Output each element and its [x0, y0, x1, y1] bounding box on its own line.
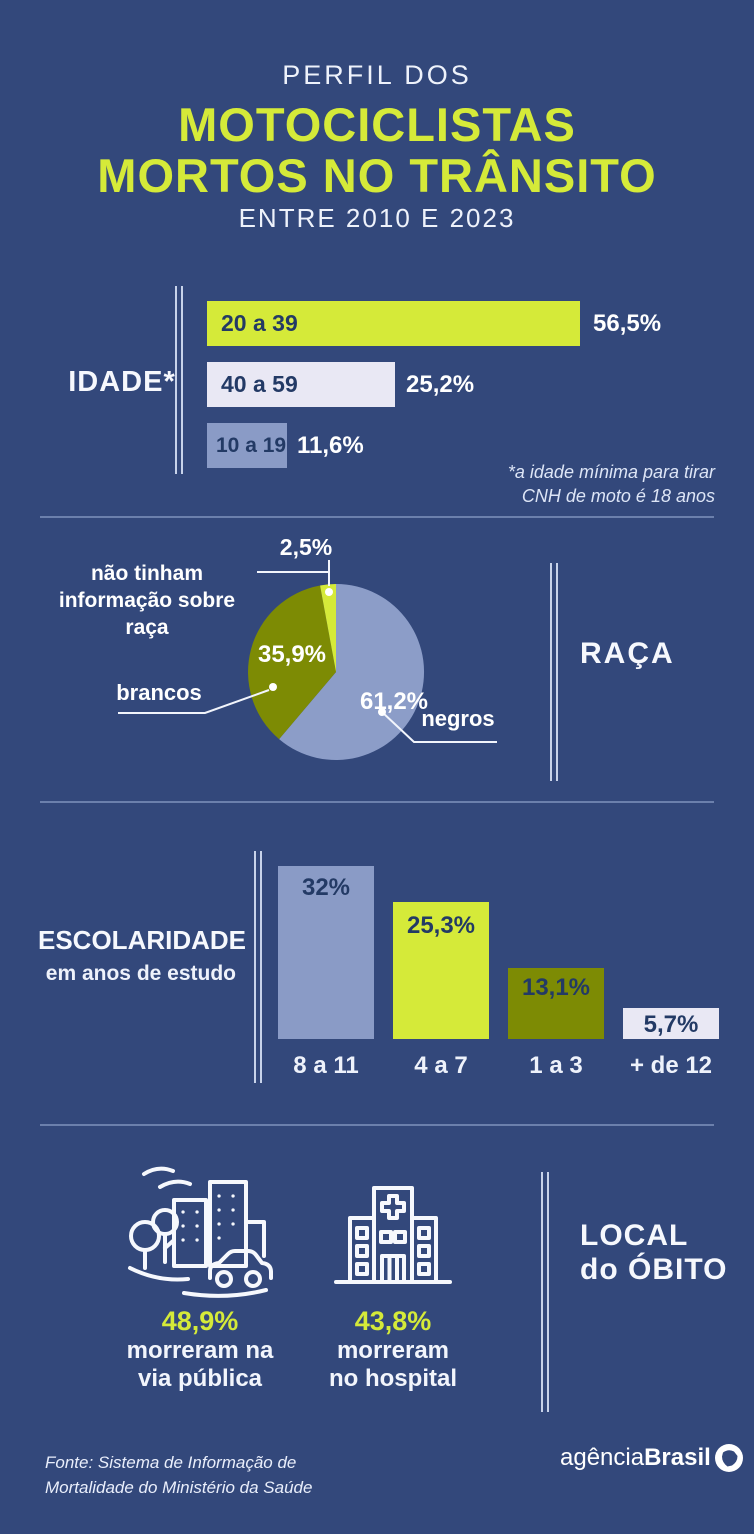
escolaridade-category: 4 a 7: [414, 1052, 468, 1079]
escolaridade-bar-12mais: [623, 1008, 719, 1039]
idade-bar-10a19: 10 a 19: [207, 423, 287, 468]
idade-footnote: *a idade mínima para tirar CNH de moto é…: [507, 462, 715, 506]
pie-label-sem-informacao: não tinham informação sobre raça: [58, 562, 236, 639]
escolaridade-category: + de 12: [629, 1052, 713, 1079]
pie-leader-dots: [269, 588, 386, 716]
header-subtitle: ENTRE 2010 E 2023: [238, 203, 516, 233]
pie-label-negros: negros: [421, 706, 495, 731]
idade-separator-line: [175, 286, 183, 474]
local-value-via-publica: 48,9%: [161, 1306, 239, 1336]
pie-slice-brancos: [248, 585, 336, 740]
escolaridade-subtitle: em anos de estudo: [45, 962, 236, 985]
local-label-hospital: morreram no hospital: [329, 1337, 457, 1392]
city-street-icon: [128, 1166, 273, 1298]
page-title-line2: MORTOS NO TRÂNSITO: [97, 149, 657, 202]
section-divider: [40, 1124, 714, 1126]
pie-leader-lines: [118, 560, 497, 743]
local-label-via-publica: morreram na via pública: [126, 1337, 274, 1392]
idade-bar-value: 25,2%: [406, 371, 475, 398]
idade-bar-20a39: 20 a 39: [207, 301, 580, 346]
idade-bar-label: 20 a 39: [221, 310, 298, 336]
local-separator-line: [541, 1172, 549, 1412]
pie-slice-sem-informacao: [320, 584, 336, 672]
section-divider: [40, 801, 714, 803]
idade-bar-label: 10 a 19: [216, 433, 287, 457]
pie-value-brancos: 35,9%: [257, 641, 327, 668]
source-credit: Fonte: Sistema de Informação de Mortalid…: [45, 1453, 313, 1497]
escolaridade-bar-1a3: [508, 968, 604, 1039]
logo-text-light: agência: [560, 1444, 645, 1471]
agencia-brasil-logo-icon: [714, 1444, 743, 1472]
header-kicker: PERFIL DOS: [282, 60, 472, 90]
escolaridade-value: 13,1%: [521, 974, 591, 1001]
section-title-local: LOCAL do ÓBITO: [580, 1219, 728, 1286]
idade-bar-40a59: 40 a 59: [207, 362, 395, 407]
section-title-escolaridade: ESCOLARIDADE em anos de estudo: [38, 925, 247, 985]
escolaridade-value: 32%: [301, 874, 351, 901]
escolaridade-bar-4a7: [393, 902, 489, 1039]
pie-slice-negros: [279, 584, 425, 760]
section-title-idade: IDADE*: [68, 366, 176, 398]
escolaridade-bar-8a11: [278, 866, 374, 1039]
pie-value-sem-informacao: 2,5%: [279, 534, 333, 560]
escolaridade-value: 25,3%: [406, 912, 476, 939]
section-divider: [40, 516, 714, 518]
logo-text-bold: Brasil: [644, 1444, 711, 1471]
raca-separator-line: [550, 563, 558, 781]
escolaridade-category: 1 a 3: [529, 1052, 583, 1079]
agencia-brasil-logo: agência Brasil: [560, 1443, 744, 1473]
pie-value-negros: 61,2%: [359, 688, 429, 715]
idade-bar-label: 40 a 59: [221, 371, 298, 397]
idade-bar-value: 56,5%: [593, 310, 662, 337]
local-value-hospital: 43,8%: [354, 1306, 432, 1336]
escolaridade-category: 8 a 11: [293, 1052, 359, 1079]
page-title-line1: MOTOCICLISTAS: [178, 98, 576, 151]
escolaridade-separator-line: [254, 851, 262, 1083]
raca-pie-chart: [118, 560, 497, 760]
idade-bar-value: 11,6%: [297, 432, 364, 459]
pie-label-brancos: brancos: [116, 680, 202, 705]
escolaridade-value: 5,7%: [643, 1011, 699, 1038]
hospital-icon: [334, 1186, 452, 1284]
section-title-raca: RAÇA: [580, 637, 675, 670]
